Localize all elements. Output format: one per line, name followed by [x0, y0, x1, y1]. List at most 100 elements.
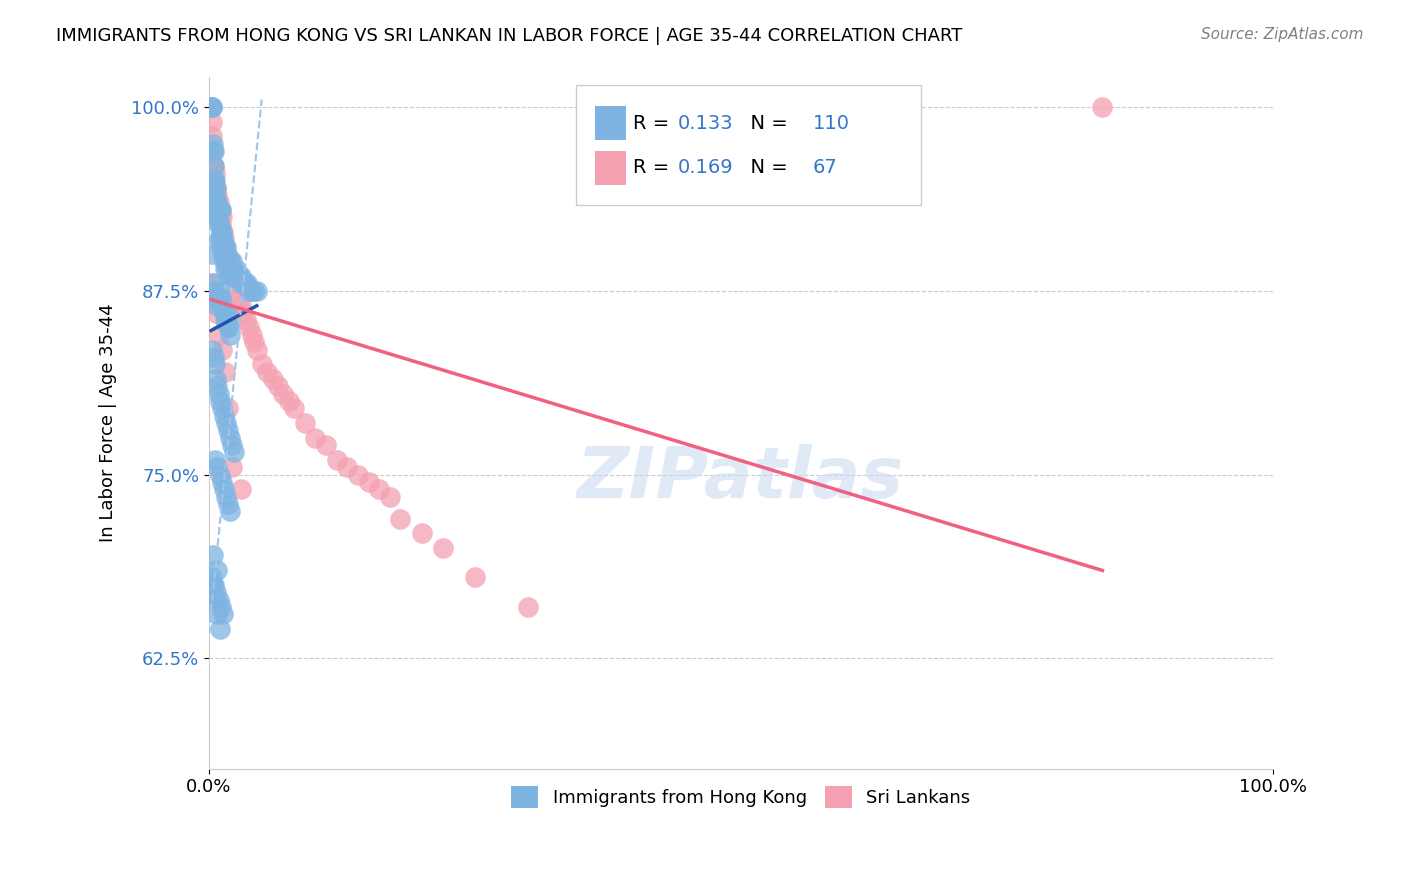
Point	[207, 210, 229, 224]
Point	[262, 372, 284, 386]
Point	[240, 284, 263, 298]
Point	[229, 268, 252, 283]
Point	[202, 144, 225, 158]
Point	[217, 254, 239, 268]
Point	[357, 475, 380, 489]
Point	[215, 247, 238, 261]
Point	[256, 365, 278, 379]
Point	[209, 202, 232, 217]
Point	[283, 401, 305, 416]
Text: R =: R =	[633, 158, 675, 178]
Point	[214, 313, 236, 327]
Point	[225, 261, 247, 276]
Point	[214, 247, 236, 261]
Point	[202, 188, 225, 202]
Point	[242, 335, 264, 350]
Point	[207, 195, 229, 210]
Point	[211, 232, 233, 246]
Point	[201, 129, 224, 144]
Point	[209, 599, 232, 614]
Point	[215, 306, 238, 320]
Point	[207, 291, 229, 305]
Point	[225, 268, 247, 283]
Legend: Immigrants from Hong Kong, Sri Lankans: Immigrants from Hong Kong, Sri Lankans	[503, 779, 977, 815]
Point	[201, 100, 224, 114]
Point	[246, 343, 269, 357]
Point	[238, 284, 260, 298]
Point	[208, 467, 231, 482]
Point	[208, 202, 231, 217]
Point	[211, 239, 233, 253]
Point	[219, 254, 242, 268]
Point	[204, 452, 226, 467]
Point	[221, 460, 243, 475]
Point	[207, 386, 229, 401]
Point	[277, 394, 299, 409]
Point	[214, 239, 236, 253]
Text: IMMIGRANTS FROM HONG KONG VS SRI LANKAN IN LABOR FORCE | AGE 35-44 CORRELATION C: IMMIGRANTS FROM HONG KONG VS SRI LANKAN …	[56, 27, 963, 45]
Point	[208, 210, 231, 224]
Point	[325, 452, 347, 467]
Point	[221, 254, 243, 268]
Point	[202, 578, 225, 592]
Point	[202, 144, 225, 158]
Point	[211, 247, 233, 261]
Point	[205, 372, 228, 386]
Point	[228, 268, 250, 283]
Point	[202, 291, 225, 305]
Text: R =: R =	[633, 113, 675, 133]
Point	[224, 445, 246, 459]
Point	[232, 306, 254, 320]
Point	[201, 247, 224, 261]
Point	[217, 320, 239, 334]
Point	[378, 490, 401, 504]
Text: ZIPatlas: ZIPatlas	[576, 444, 904, 513]
Point	[208, 394, 231, 409]
Point	[221, 438, 243, 452]
Point	[211, 401, 233, 416]
Point	[207, 188, 229, 202]
Point	[204, 188, 226, 202]
Point	[211, 607, 233, 622]
Point	[208, 218, 231, 232]
Point	[207, 327, 229, 342]
Point	[209, 225, 232, 239]
Point	[240, 327, 263, 342]
Point	[215, 490, 238, 504]
Point	[204, 357, 226, 371]
Point	[208, 622, 231, 636]
Point	[207, 195, 229, 210]
Point	[218, 254, 240, 268]
Point	[242, 284, 264, 298]
Point	[201, 114, 224, 128]
Point	[204, 284, 226, 298]
Point	[207, 202, 229, 217]
Point	[207, 592, 229, 607]
Point	[207, 379, 229, 393]
Point	[212, 232, 235, 246]
Point	[202, 549, 225, 563]
Point	[267, 379, 290, 393]
Point	[202, 173, 225, 187]
Point	[215, 416, 238, 430]
Point	[233, 277, 256, 291]
Point	[205, 180, 228, 194]
Point	[205, 306, 228, 320]
Point	[212, 409, 235, 423]
Point	[204, 202, 226, 217]
Point	[205, 585, 228, 599]
Point	[205, 195, 228, 210]
Point	[207, 202, 229, 217]
Point	[209, 202, 232, 217]
Point	[432, 541, 454, 555]
Text: N =: N =	[738, 113, 794, 133]
Point	[208, 232, 231, 246]
Point	[517, 599, 540, 614]
Point	[219, 268, 242, 283]
Point	[236, 277, 259, 291]
Point	[201, 277, 224, 291]
Point	[228, 291, 250, 305]
Point	[229, 298, 252, 312]
Point	[211, 343, 233, 357]
Point	[1091, 100, 1114, 114]
